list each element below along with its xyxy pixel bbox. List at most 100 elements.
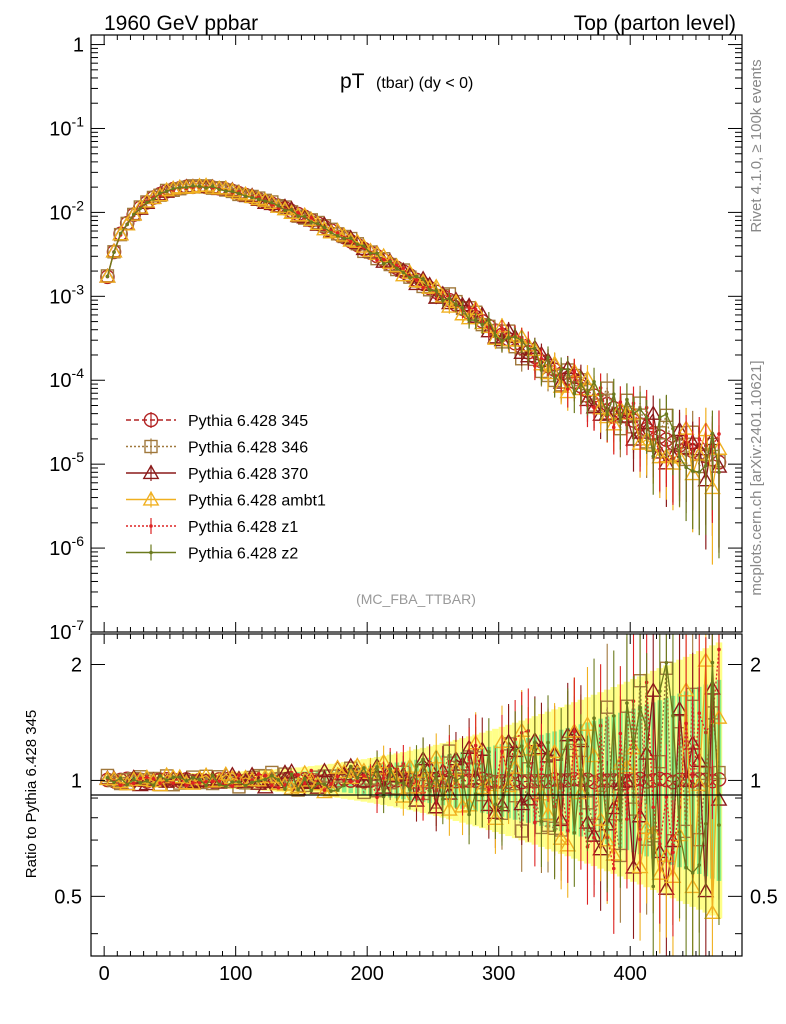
- marker-dot: [671, 714, 675, 718]
- y-tick-label: 1: [73, 35, 84, 57]
- marker-dot: [506, 335, 511, 340]
- marker-dot: [316, 222, 320, 226]
- marker-dot: [283, 787, 287, 791]
- marker-dot: [493, 333, 498, 338]
- marker-triangle: [151, 186, 169, 202]
- marker-dot: [276, 785, 281, 790]
- marker-dot: [138, 206, 143, 211]
- ratio-series: [99, 634, 728, 956]
- marker-dot: [664, 660, 669, 665]
- marker-dot: [618, 400, 623, 404]
- marker-dot: [487, 317, 491, 322]
- marker-triangle: [217, 765, 235, 781]
- ratio-y-label-left: 0.5: [54, 886, 82, 908]
- marker-dot: [125, 782, 129, 787]
- marker-dot: [585, 791, 590, 796]
- marker-dot: [191, 184, 195, 188]
- marker-dot: [526, 347, 531, 351]
- marker-dot: [289, 772, 294, 776]
- marker-dot: [533, 346, 537, 351]
- marker-dot: [250, 780, 254, 785]
- marker-triangle: [579, 716, 596, 731]
- y-tick-label: 10-6: [49, 533, 84, 560]
- legend-label: Pythia 6.428 z1: [188, 519, 298, 536]
- marker-dot: [210, 184, 215, 189]
- marker-dot: [408, 275, 412, 280]
- marker-dot: [644, 726, 649, 731]
- marker-dot: [394, 263, 399, 268]
- marker-dot: [401, 270, 406, 275]
- marker-dot: [618, 818, 623, 823]
- marker-dot: [644, 415, 649, 420]
- marker-dot: [611, 425, 616, 430]
- legend-label: Pythia 6.428 370: [188, 466, 308, 483]
- y-tick-label: 10-2: [49, 197, 84, 224]
- marker-dot: [480, 322, 485, 327]
- marker-dot: [434, 288, 439, 293]
- marker-dot: [204, 783, 208, 788]
- marker-dot: [427, 288, 432, 292]
- marker-dot: [408, 787, 412, 792]
- marker-triangle: [283, 763, 300, 778]
- marker-triangle: [329, 759, 346, 774]
- marker-dot: [270, 200, 274, 205]
- marker-dot: [427, 788, 432, 793]
- marker-dot: [131, 212, 136, 217]
- marker-triangle: [105, 242, 123, 258]
- marker-dot: [296, 773, 300, 777]
- marker-dot: [158, 191, 162, 196]
- marker-dot: [559, 367, 563, 372]
- marker-dot: [487, 787, 491, 792]
- marker-dot: [664, 412, 669, 416]
- marker-dot: [375, 251, 379, 256]
- mcplots-label: mcplots.cern.ch [arXiv:2401.10621]: [748, 360, 765, 595]
- marker-dot: [138, 781, 143, 785]
- marker-dot: [565, 738, 570, 743]
- marker-dot: [697, 863, 702, 867]
- marker-dot: [322, 782, 327, 787]
- marker-dot: [289, 207, 294, 212]
- marker-dot: [296, 211, 300, 215]
- marker-triangle: [704, 904, 721, 920]
- marker-dot: [375, 795, 379, 800]
- marker-dot: [368, 781, 373, 786]
- series-line-z2: [106, 185, 720, 473]
- marker-dot: [224, 189, 228, 193]
- marker-dot: [381, 776, 386, 780]
- marker-triangle: [394, 266, 412, 282]
- marker-dot: [625, 817, 629, 821]
- marker-triangle: [138, 194, 156, 210]
- marker-dot: [559, 756, 563, 761]
- marker-dot: [500, 807, 504, 811]
- marker-dot: [684, 434, 688, 438]
- marker-dot: [362, 244, 366, 248]
- main-series: [99, 177, 728, 565]
- marker-dot: [256, 772, 261, 776]
- marker-dot: [237, 780, 241, 784]
- marker-dot: [283, 208, 287, 213]
- marker-dot: [149, 524, 153, 528]
- marker-dot: [237, 191, 241, 196]
- marker-dot: [454, 302, 458, 307]
- marker-dot: [131, 777, 136, 782]
- marker-dot: [164, 778, 169, 783]
- marker-dot: [513, 335, 517, 339]
- marker-dot: [270, 783, 274, 788]
- marker-dot: [394, 266, 399, 271]
- marker-dot: [605, 827, 609, 831]
- marker-dot: [717, 432, 721, 436]
- marker-triangle: [552, 830, 570, 845]
- marker-dot: [658, 415, 662, 420]
- marker-square: [107, 245, 121, 259]
- marker-dot: [210, 773, 215, 778]
- marker-dot: [184, 779, 189, 783]
- marker-dot: [506, 772, 511, 776]
- marker-dot: [611, 714, 616, 718]
- marker-triangle: [546, 743, 563, 759]
- marker-dot: [348, 236, 353, 240]
- marker-dot: [355, 776, 360, 780]
- marker-dot: [112, 250, 116, 254]
- marker-dot: [704, 463, 708, 468]
- marker-dot: [151, 777, 156, 781]
- marker-triangle: [671, 700, 688, 716]
